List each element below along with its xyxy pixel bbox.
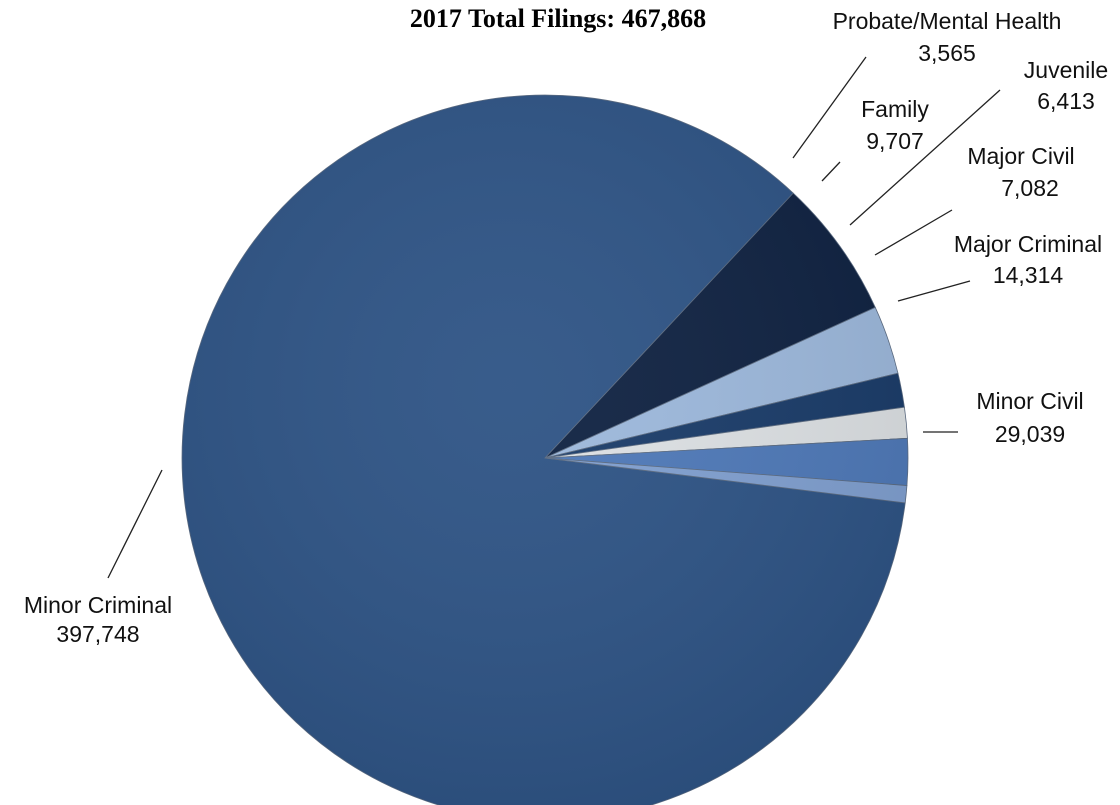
slice-labels: Minor Criminal 397,748 Minor Civil 29,03… (24, 8, 1108, 647)
leader-line-minor-criminal (107, 469, 163, 579)
label-probate-mental-health-name: Probate/Mental Health (833, 8, 1062, 34)
label-major-criminal-name: Major Criminal (954, 231, 1102, 257)
label-family-name: Family (861, 96, 929, 122)
label-minor-civil-value: 29,039 (995, 421, 1065, 447)
leader-line-major-civil (874, 209, 953, 256)
leader-line-juvenile (849, 89, 1001, 226)
label-minor-criminal-name: Minor Criminal (24, 592, 172, 618)
label-probate-mental-health-value: 3,565 (918, 40, 976, 66)
label-major-civil-value: 7,082 (1001, 175, 1059, 201)
label-major-civil-name: Major Civil (967, 143, 1074, 169)
label-major-criminal-value: 14,314 (993, 262, 1064, 288)
label-juvenile-name: Juvenile (1024, 57, 1108, 83)
chart-title: 2017 Total Filings: 467,868 (410, 4, 706, 33)
label-juvenile-value: 6,413 (1037, 88, 1095, 114)
pie-slices (181, 94, 909, 805)
leader-line-probate-mental-health (792, 56, 867, 159)
leader-line-family (821, 161, 841, 182)
leader-line-major-criminal (897, 280, 971, 302)
label-minor-civil-name: Minor Civil (976, 388, 1083, 414)
label-family-value: 9,707 (866, 128, 924, 154)
label-minor-criminal-value: 397,748 (56, 621, 139, 647)
